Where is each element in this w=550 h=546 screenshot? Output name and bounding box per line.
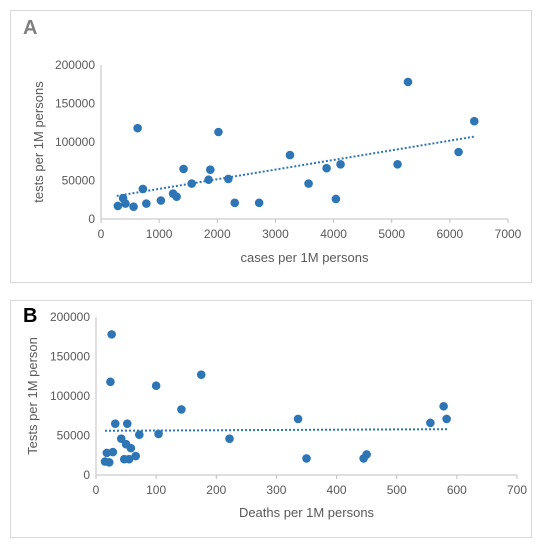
data-point [156, 196, 166, 205]
data-point [177, 405, 186, 414]
x-tick-label: 400 [327, 483, 347, 497]
data-point [302, 454, 311, 463]
y-tick-label: 150000 [55, 97, 95, 111]
data-point [403, 77, 413, 87]
data-point [116, 434, 126, 443]
data-point [131, 451, 140, 461]
chart-panel-b: B 0 100 200 300 400 500 600 700 0 50000 100000 1500… [10, 300, 532, 538]
x-tick-label: 0 [93, 483, 100, 497]
x-tick-label: 4000 [320, 227, 347, 241]
y-tick-label: 50000 [62, 174, 96, 188]
x-tick-label: 5000 [378, 227, 405, 241]
x-tick-label: 0 [98, 227, 105, 241]
data-point [154, 429, 163, 439]
y-tick-label: 50000 [57, 429, 91, 443]
data-point [129, 202, 138, 211]
data-point [224, 174, 233, 184]
data-point [106, 377, 115, 387]
scatter-chart-a: 0 1000 2000 3000 4000 5000 6000 7000 0 50000 10000… [31, 58, 522, 265]
data-point [206, 165, 215, 175]
data-point [133, 123, 142, 133]
data-point [393, 160, 402, 169]
y-tick-label: 200000 [55, 58, 95, 72]
data-point [135, 430, 144, 440]
data-point [172, 192, 181, 201]
x-tick-label: 2000 [204, 227, 231, 241]
data-point [442, 414, 451, 424]
x-tick-label: 200 [206, 483, 226, 497]
x-tick-label: 600 [447, 483, 467, 497]
data-point [138, 184, 148, 194]
data-point [331, 194, 341, 204]
x-tick-label: 3000 [262, 227, 289, 241]
y-tick-label: 0 [88, 212, 95, 226]
y-tick-label: 100000 [55, 135, 95, 149]
data-point [107, 330, 116, 339]
data-point [362, 450, 371, 459]
x-tick-label: 100 [146, 483, 166, 497]
y-tick-label: 0 [83, 468, 90, 482]
x-tick-label: 500 [387, 483, 407, 497]
panel-label-b: B [23, 305, 38, 327]
data-point [304, 179, 313, 188]
trendline-b [105, 428, 448, 432]
data-point [113, 201, 123, 211]
data-point [285, 150, 295, 160]
data-point [121, 199, 130, 208]
data-point [439, 401, 448, 411]
x-tick-label: 300 [266, 483, 286, 497]
data-point [104, 458, 114, 467]
x-tick-label: 6000 [437, 227, 464, 241]
x-tick-label: 7000 [495, 227, 522, 241]
data-point [151, 381, 161, 391]
data-point [196, 370, 206, 379]
data-point [426, 418, 435, 428]
data-point [322, 163, 331, 173]
data-point [126, 443, 136, 453]
data-point [230, 198, 240, 208]
y-axis-label-b: Tests per 1M person [25, 337, 40, 455]
x-tick-label: 700 [507, 483, 527, 497]
data-point [142, 199, 151, 208]
data-point [336, 160, 345, 169]
x-tick-label: 1000 [146, 227, 173, 241]
data-point [214, 127, 223, 137]
data-point [122, 419, 132, 428]
data-point [110, 419, 120, 428]
data-point [469, 116, 479, 126]
data-point [204, 175, 213, 185]
data-point [179, 164, 188, 174]
y-tick-label: 200000 [50, 310, 90, 324]
y-tick-label: 150000 [50, 350, 90, 364]
panel-label-a: A [23, 17, 38, 39]
x-axis-label-a: cases per 1M persons [241, 250, 369, 265]
data-point [254, 198, 264, 208]
data-point [187, 179, 197, 188]
chart-panel-a: A 0 1000 2000 3000 4000 5000 6000 7000 0 50000 100… [10, 10, 532, 283]
x-axis-label-b: Deaths per 1M persons [239, 505, 375, 520]
scatter-chart-b: 0 100 200 300 400 500 600 700 0 50000 100000 150000… [25, 310, 527, 520]
trendline-a [116, 135, 475, 197]
data-point [225, 434, 234, 443]
data-point [293, 414, 303, 424]
data-point [108, 447, 118, 457]
y-axis-label-a: tests per 1M persons [31, 81, 46, 203]
y-tick-label: 100000 [50, 389, 90, 403]
data-point [124, 454, 134, 464]
data-point [454, 147, 463, 157]
